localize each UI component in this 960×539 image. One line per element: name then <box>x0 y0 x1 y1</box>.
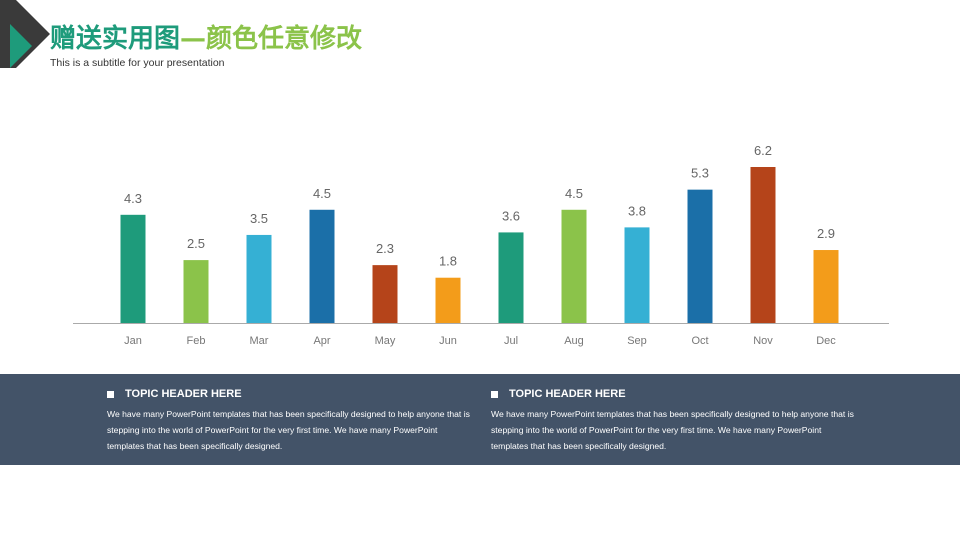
x-tick-label: Jan <box>124 335 142 347</box>
x-tick-label: Mar <box>250 335 269 347</box>
page-subtitle: This is a subtitle for your presentation <box>50 57 225 69</box>
bar-jun <box>435 277 461 323</box>
topic-band: TOPIC HEADER HERE We have many PowerPoin… <box>0 374 960 465</box>
bar-aug <box>561 209 587 323</box>
bar-jul <box>498 232 524 323</box>
x-tick-label: Jul <box>504 335 518 347</box>
data-label: 4.5 <box>565 186 583 201</box>
topic-body: We have many PowerPoint templates that h… <box>107 409 470 451</box>
bar-oct <box>687 189 713 323</box>
topic-body: We have many PowerPoint templates that h… <box>491 409 854 451</box>
bar-dec <box>813 250 839 323</box>
bar-may <box>372 265 398 323</box>
page-title: 赠送实用图—颜色任意修改 <box>50 18 362 55</box>
bar-jan <box>120 214 146 323</box>
bullet-square-icon <box>491 390 498 398</box>
bar-chart: 4.3 Jan 2.5 Feb 3.5 Mar 4.5 Apr 2.3 May 1.8 Jun 3.6 J… <box>73 143 889 347</box>
x-tick-label: Aug <box>564 335 584 347</box>
data-label: 3.8 <box>628 203 646 218</box>
topic-2: TOPIC HEADER HERE We have many PowerPoin… <box>491 388 861 454</box>
bullet-square-icon <box>107 390 114 398</box>
topic-header: TOPIC HEADER HERE <box>509 388 626 400</box>
data-label: 2.5 <box>187 236 205 251</box>
data-label: 2.9 <box>817 226 835 241</box>
data-label: 2.3 <box>376 241 394 256</box>
x-tick-label: Sep <box>627 335 647 347</box>
bar-feb <box>183 260 209 323</box>
x-tick-label: Dec <box>816 335 836 347</box>
data-label: 1.8 <box>439 254 457 269</box>
bar-sep <box>624 227 650 323</box>
data-label: 3.5 <box>250 211 268 226</box>
x-tick-label: Jun <box>439 335 457 347</box>
data-label: 3.6 <box>502 208 520 223</box>
x-tick-label: Feb <box>187 335 206 347</box>
topic-header: TOPIC HEADER HERE <box>125 388 242 400</box>
x-tick-label: May <box>375 335 396 347</box>
data-label: 6.2 <box>754 143 772 158</box>
x-tick-label: Nov <box>753 335 773 347</box>
data-label: 4.3 <box>124 191 142 206</box>
bar-mar <box>246 234 272 323</box>
x-tick-label: Apr <box>313 335 330 347</box>
bar-apr <box>309 209 335 323</box>
logo-icon <box>0 0 50 68</box>
title-part-1: 赠送实用图 <box>50 24 181 54</box>
topic-1: TOPIC HEADER HERE We have many PowerPoin… <box>107 388 477 454</box>
bar-nov <box>750 167 776 323</box>
data-label: 4.5 <box>313 186 331 201</box>
title-part-2: —颜色任意修改 <box>180 24 363 54</box>
x-tick-label: Oct <box>691 335 708 347</box>
data-label: 5.3 <box>691 166 709 181</box>
